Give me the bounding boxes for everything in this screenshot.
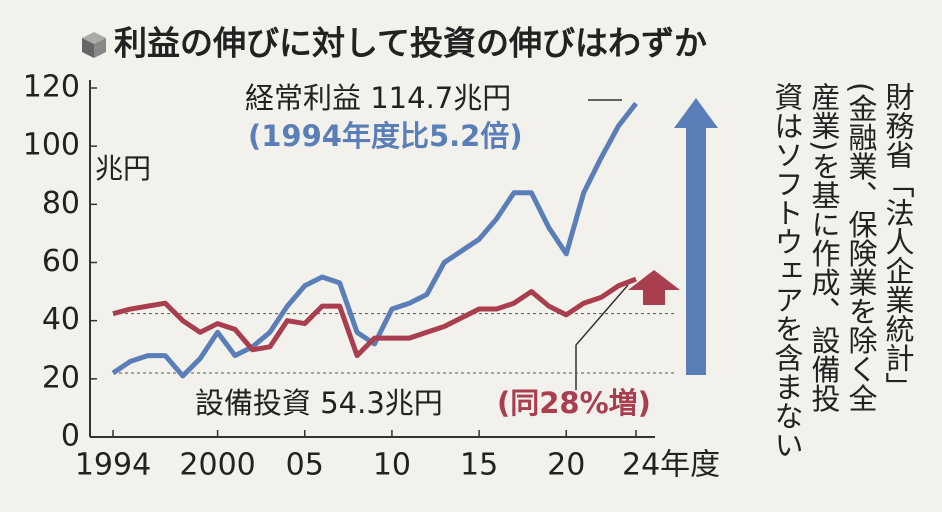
x-tick-label: 24年度 [622, 448, 720, 483]
y-tick-label: 60 [42, 244, 80, 279]
series-label: 経常利益 114.7兆円 [245, 81, 511, 115]
data-line [111, 101, 638, 379]
y-tick-label: 120 [23, 70, 80, 105]
growth-arrow [674, 98, 718, 375]
series-label: 設備投資 54.3兆円 [195, 386, 443, 420]
y-tick-label: 20 [42, 360, 80, 395]
y-axis-label: 兆円 [95, 152, 151, 185]
x-tick-label: 10 [373, 448, 411, 483]
source-note: 産業)を基に作成、設備投 [807, 82, 841, 413]
data-line [112, 276, 637, 359]
x-tick-label: 15 [460, 448, 498, 483]
y-tick-label: 80 [42, 186, 80, 221]
x-tick-label: 1994 [75, 448, 151, 483]
source-note: (金融業、保険業を除く全 [844, 82, 878, 413]
title-icon [82, 32, 106, 58]
y-tick-label: 40 [42, 302, 80, 337]
series-note: (1994年度比5.2倍) [248, 119, 523, 153]
x-tick-label: 2000 [179, 448, 255, 483]
x-tick-label: 20 [547, 448, 585, 483]
growth-arrow [628, 270, 680, 305]
chart-title: 利益の伸びに対して投資の伸びはわずか [114, 24, 707, 63]
series-note: (同28%増) [497, 386, 651, 420]
source-note: 財務省「法人企業統計」 [881, 82, 915, 401]
x-tick-label: 05 [286, 448, 324, 483]
source-note: 資はソフトウェアを含まない [770, 82, 804, 459]
leader-line [575, 284, 629, 390]
y-tick-label: 0 [61, 419, 80, 454]
y-tick-label: 100 [23, 128, 80, 163]
